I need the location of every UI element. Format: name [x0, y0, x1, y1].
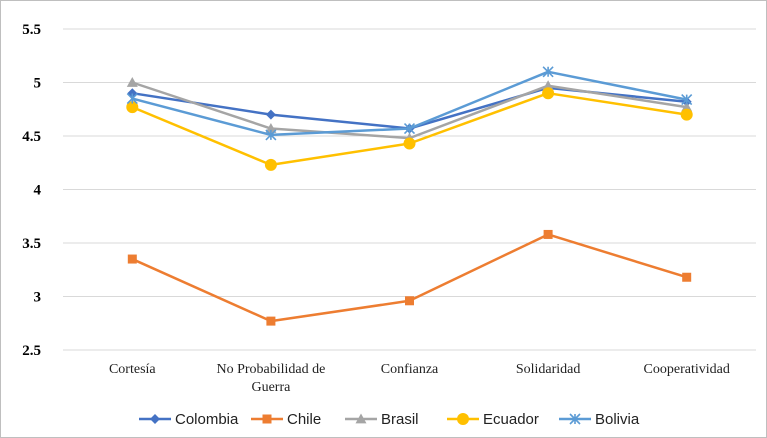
data-point	[126, 77, 138, 87]
y-axis-ticks: 2.5 3 3.5 4 4.5 5 5.5	[22, 22, 41, 359]
x-tick-label: No Probabilidad de Guerra	[216, 362, 325, 395]
data-point	[680, 108, 693, 121]
y-tick-label: 4.5	[22, 129, 41, 145]
data-point	[126, 101, 139, 114]
y-tick-label: 5	[34, 76, 42, 92]
y-tick-label: 3	[34, 290, 42, 306]
y-tick-label: 5.5	[22, 22, 41, 38]
legend-label: Colombia	[175, 411, 239, 428]
series-line	[131, 233, 688, 323]
data-point	[682, 272, 692, 282]
data-point	[681, 94, 693, 106]
data-point	[542, 87, 555, 100]
legend-entry: Colombia	[139, 411, 239, 428]
legend-marker	[355, 413, 367, 424]
x-tick-label: Solidaridad	[516, 362, 581, 377]
x-tick-label: Cooperatividad	[644, 362, 730, 377]
legend-entry: Brasil	[345, 411, 419, 428]
y-tick-label: 2.5	[22, 343, 41, 359]
y-tick-label: 3.5	[22, 236, 41, 252]
legend-marker	[150, 414, 160, 424]
legend-label: Bolivia	[595, 411, 640, 428]
series-bolivia	[126, 66, 693, 141]
data-point	[543, 229, 553, 239]
series-chile	[127, 229, 692, 326]
legend-label: Ecuador	[483, 411, 539, 428]
data-point	[405, 296, 414, 306]
x-tick-label: Cortesía	[109, 362, 156, 377]
legend-label: Brasil	[381, 411, 419, 428]
series-lines	[126, 66, 693, 326]
data-point	[266, 316, 276, 326]
data-point	[265, 123, 277, 133]
data-point	[403, 137, 416, 150]
x-axis-ticks: Cortesía No Probabilidad de Guerra Confianz…	[109, 362, 730, 395]
data-point	[264, 158, 277, 171]
data-point	[542, 66, 554, 78]
legend-marker	[457, 413, 469, 425]
legend-label: Chile	[287, 411, 321, 428]
legend-marker	[569, 413, 581, 425]
legend-marker	[262, 414, 272, 424]
legend-entry: Ecuador	[447, 411, 539, 428]
x-tick-label: Confianza	[381, 362, 439, 377]
data-point	[403, 122, 416, 135]
data-point	[127, 254, 137, 264]
data-point	[265, 109, 276, 120]
data-point	[681, 101, 693, 112]
series-ecuador	[126, 87, 693, 171]
data-point	[265, 129, 277, 141]
legend-entry: Chile	[251, 411, 321, 428]
legend-entry: Bolivia	[559, 411, 640, 428]
data-point	[542, 80, 554, 91]
data-point	[126, 92, 138, 105]
y-tick-label: 4	[34, 183, 42, 199]
legend: Colombia Chile Brasil Ecuador Bolivia	[139, 411, 640, 428]
